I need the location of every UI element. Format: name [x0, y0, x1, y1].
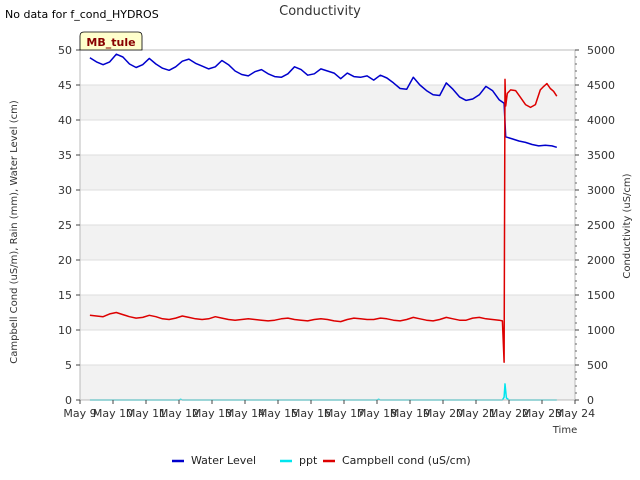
chart-title: Conductivity: [279, 4, 361, 19]
background-band: [80, 330, 575, 365]
y-tick-label-right: 3500: [587, 149, 615, 162]
legend-label: Campbell cond (uS/cm): [342, 454, 471, 467]
background-band: [80, 365, 575, 400]
background-band: [80, 225, 575, 260]
x-tick-label: May 9: [63, 407, 96, 420]
y-axis-label-right: Conductivity (uS/cm): [622, 173, 633, 278]
background-band: [80, 50, 575, 85]
background-band: [80, 85, 575, 120]
y-tick-label-right: 4500: [587, 79, 615, 92]
x-tick-label: May 17: [324, 407, 364, 420]
y-tick-label-left: 50: [58, 44, 72, 57]
y-tick-label-right: 4000: [587, 114, 615, 127]
x-axis-label: Time: [552, 425, 577, 436]
x-tick-label: May 16: [291, 407, 331, 420]
site-label: MB_tule: [86, 36, 135, 49]
y-tick-label-left: 30: [58, 184, 72, 197]
y-tick-label-left: 20: [58, 254, 72, 267]
y-tick-label-right: 2000: [587, 254, 615, 267]
series-line-campbell-cond-us-cm: [89, 78, 558, 363]
y-tick-label-left: 45: [58, 79, 72, 92]
x-tick-label: May 20: [423, 407, 463, 420]
y-tick-label-left: 0: [65, 394, 72, 407]
x-tick-label: May 23: [522, 407, 562, 420]
x-tick-label: May 11: [126, 407, 166, 420]
background-band: [80, 260, 575, 295]
background-band: [80, 295, 575, 330]
y-tick-label-right: 3000: [587, 184, 615, 197]
x-tick-label: May 13: [192, 407, 232, 420]
x-tick-label: May 14: [225, 407, 265, 420]
x-tick-label: May 15: [258, 407, 298, 420]
left-axis: 0 5 10 15 20 25 30 35 40 45 50: [58, 44, 80, 407]
y-tick-label-left: 35: [58, 149, 72, 162]
y-tick-label-right: 2500: [587, 219, 615, 232]
site-label-box: MB_tule: [79, 31, 143, 51]
y-tick-label-left: 25: [58, 219, 72, 232]
x-tick-label: May 22: [489, 407, 529, 420]
y-tick-label-right: 0: [587, 394, 594, 407]
background-bands: [80, 49, 575, 401]
x-tick-label: May 18: [357, 407, 397, 420]
y-tick-label-left: 10: [58, 324, 72, 337]
x-tick-label: May 12: [159, 407, 199, 420]
y-tick-label-left: 40: [58, 114, 72, 127]
background-band: [80, 155, 575, 190]
x-tick-label: May 10: [93, 407, 133, 420]
x-tick-label: May 21: [456, 407, 496, 420]
y-tick-label-right: 1500: [587, 289, 615, 302]
y-tick-label-right: 5000: [587, 44, 615, 57]
background-band: [80, 190, 575, 225]
legend-label: ppt: [299, 454, 318, 467]
legend: Water Level ppt Campbell cond (uS/cm): [172, 454, 471, 467]
x-tick-label: May 24: [555, 407, 595, 420]
background-band: [80, 120, 575, 155]
y-tick-label-right: 1000: [587, 324, 615, 337]
y-tick-label-right: 500: [587, 359, 608, 372]
x-tick-label: May 19: [390, 407, 430, 420]
series-line-water-level: [89, 53, 558, 149]
y-tick-label-left: 15: [58, 289, 72, 302]
right-axis: 0 500 1000 1500 2000 2500 3000 3500 4000 4500 5000: [575, 44, 615, 407]
y-tick-label-left: 5: [65, 359, 72, 372]
legend-label: Water Level: [191, 454, 256, 467]
y-axis-label-left: Campbell Cond (uS/m), Rain (mm), Water L…: [9, 100, 20, 364]
no-data-note: No data for f_cond_HYDROS: [5, 8, 159, 21]
